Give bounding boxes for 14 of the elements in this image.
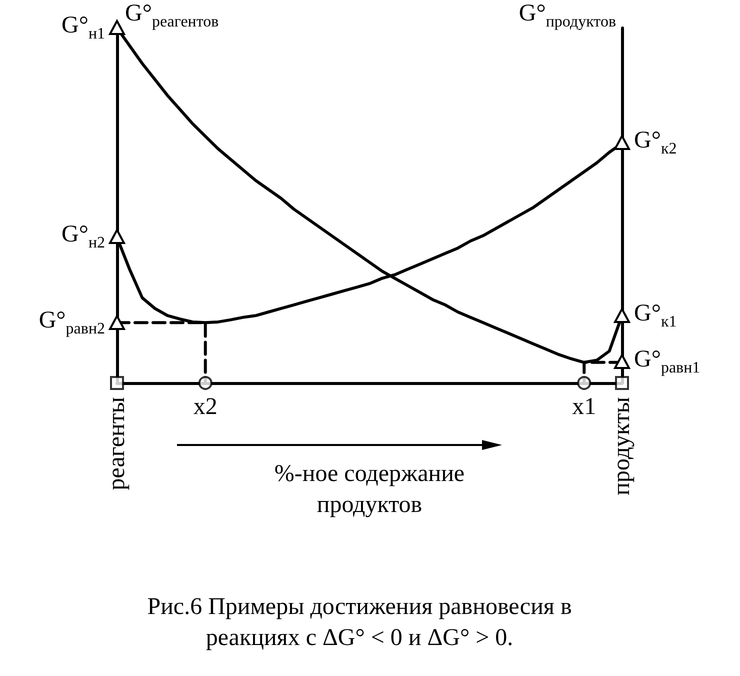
- annotation: G°$_{равн2}$: [38, 306, 105, 340]
- annotation: G°$_{н2}$: [62, 221, 105, 254]
- y2-axis-title: G°$_{продуктов}$: [518, 0, 616, 33]
- annotation: G°$_{н1}$: [62, 12, 105, 45]
- x-tick-label: x1: [572, 394, 596, 420]
- x-tick-label: реагенты: [104, 397, 130, 490]
- annotation: G°$_{к2}$: [634, 126, 677, 160]
- text: Рис.6 Примеры достижения равновесия в реакциях с ΔG° < 0 и ΔG° > 0.: [146, 593, 573, 654]
- annotation: G°$_{равн1}$: [634, 346, 700, 379]
- x-tick-label: продукты: [609, 397, 635, 496]
- y-axis-title: G°$_{реагентов}$: [125, 0, 219, 33]
- x-tick-label: x2: [193, 394, 218, 420]
- x-axis-title: %-ное содержание продуктов: [273, 460, 466, 520]
- annotation: G°$_{к1}$: [634, 299, 677, 332]
